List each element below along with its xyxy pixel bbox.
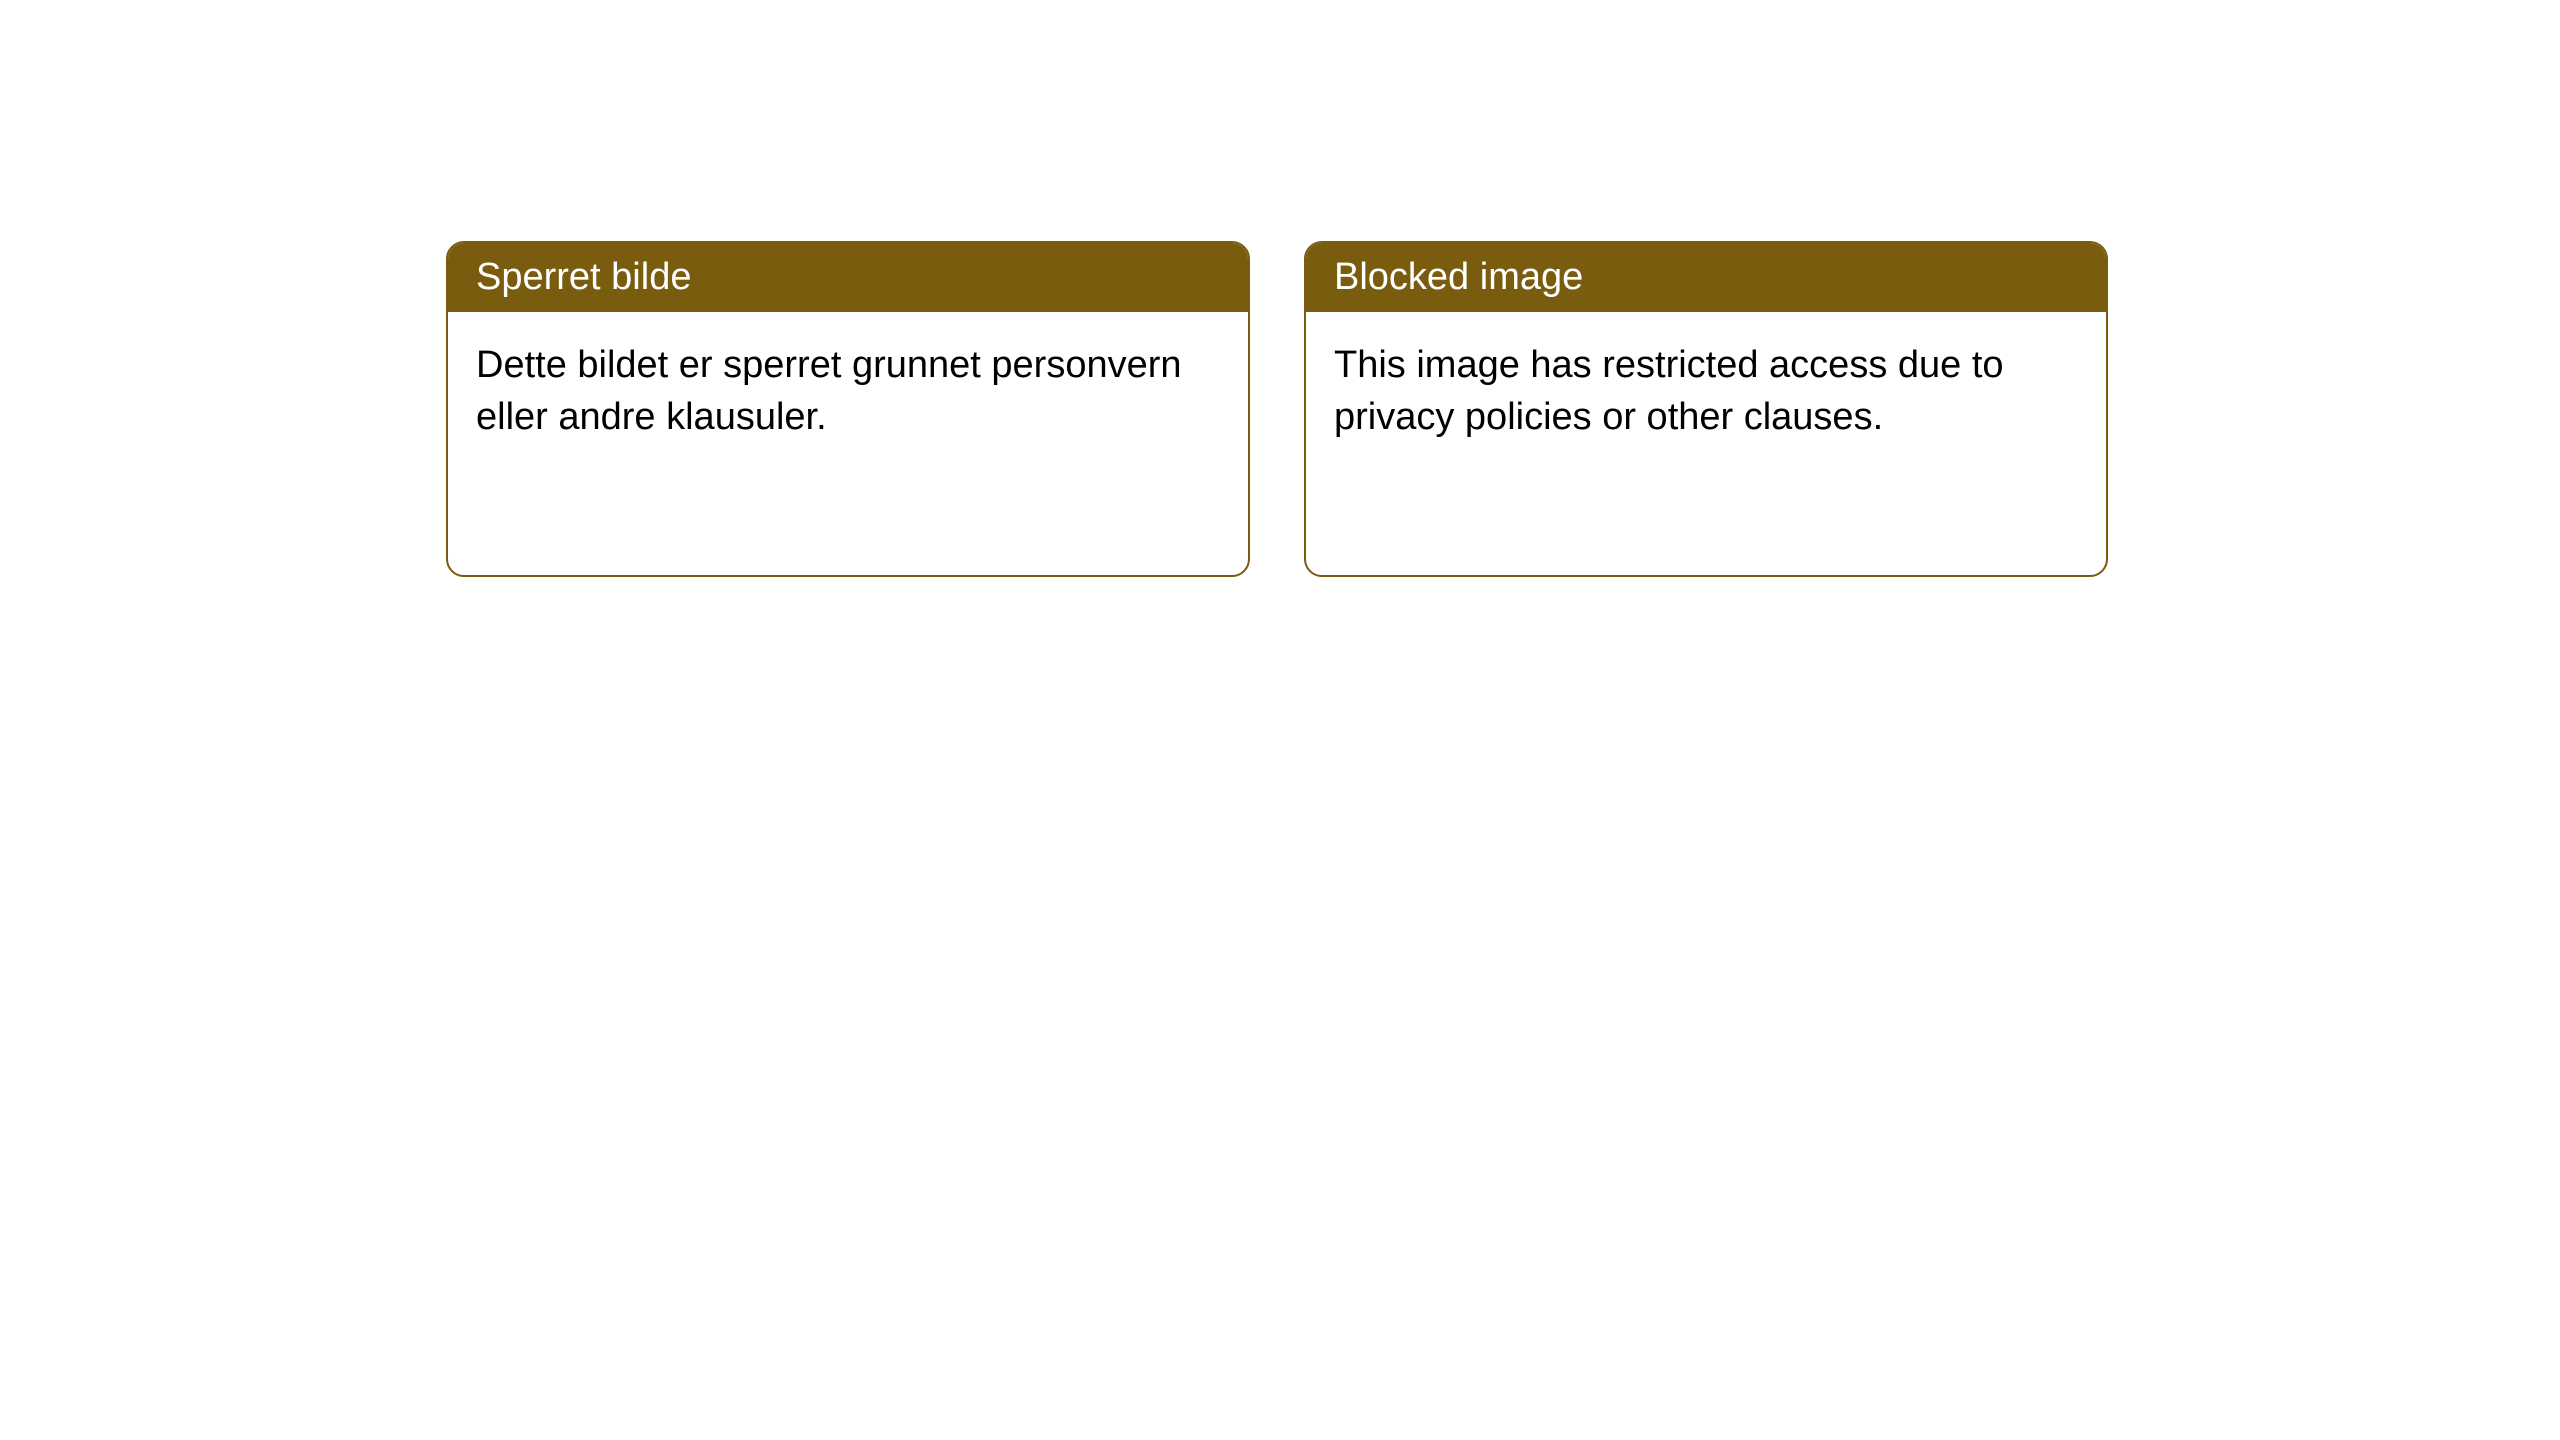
notice-card-norwegian: Sperret bilde Dette bildet er sperret gr… bbox=[446, 241, 1250, 577]
notice-card-title: Sperret bilde bbox=[448, 243, 1248, 312]
notice-card-body: This image has restricted access due to … bbox=[1306, 312, 2106, 471]
notice-container: Sperret bilde Dette bildet er sperret gr… bbox=[0, 0, 2560, 577]
notice-card-english: Blocked image This image has restricted … bbox=[1304, 241, 2108, 577]
notice-card-title: Blocked image bbox=[1306, 243, 2106, 312]
notice-card-body: Dette bildet er sperret grunnet personve… bbox=[448, 312, 1248, 471]
